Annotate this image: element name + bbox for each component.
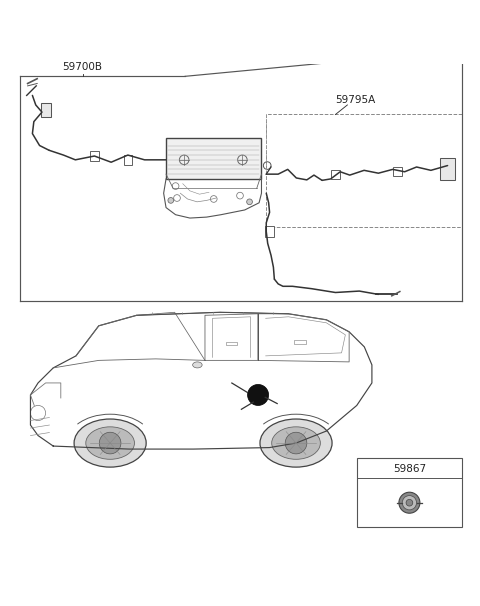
Ellipse shape (74, 419, 146, 467)
Circle shape (99, 432, 121, 454)
Bar (123, 155, 132, 165)
Bar (294, 340, 305, 344)
Text: 59700B: 59700B (62, 62, 103, 72)
Ellipse shape (192, 362, 202, 368)
Ellipse shape (86, 427, 134, 459)
Circle shape (247, 199, 252, 205)
Bar (331, 170, 340, 179)
Ellipse shape (260, 419, 332, 467)
Circle shape (402, 496, 417, 510)
FancyBboxPatch shape (40, 102, 51, 117)
FancyBboxPatch shape (441, 158, 455, 180)
FancyBboxPatch shape (166, 138, 262, 179)
Circle shape (248, 384, 269, 405)
Text: 59795A: 59795A (336, 95, 376, 105)
Circle shape (399, 492, 420, 513)
Bar (265, 226, 275, 237)
Bar (266, 115, 462, 227)
Bar (90, 152, 99, 161)
Text: 59867: 59867 (393, 464, 426, 474)
Bar (226, 342, 237, 345)
Bar (357, 458, 462, 527)
Circle shape (285, 432, 307, 454)
Bar (393, 167, 402, 176)
Ellipse shape (272, 427, 320, 459)
Circle shape (406, 499, 413, 506)
Circle shape (168, 198, 174, 203)
